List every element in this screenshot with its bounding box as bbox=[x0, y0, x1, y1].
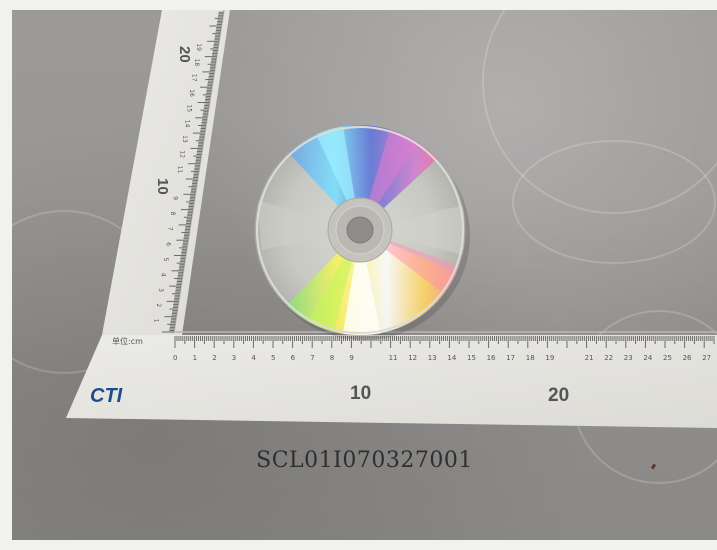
ruler-tick-number: 18 bbox=[193, 59, 200, 67]
cti-logo: CTI bbox=[90, 385, 123, 407]
ruler-tick-number: 13 bbox=[428, 354, 437, 362]
ruler-tick-number: 13 bbox=[181, 135, 188, 143]
sample-code-caption: SCL01I070327001 bbox=[256, 448, 473, 473]
ruler-tick-number: 21 bbox=[585, 354, 594, 362]
ruler-tick-number: 17 bbox=[190, 74, 197, 82]
ruler-tick-number: 9 bbox=[349, 354, 353, 362]
vertical-ruler-label-10: 10 bbox=[154, 178, 171, 195]
horizontal-small-numbers: 0 1 2 3 4 5 6 7 8 9 11 12 13 14 15 16 17 18 19 21 22 23 24 25 26… bbox=[173, 354, 711, 362]
vertical-ruler-label-20: 20 bbox=[176, 46, 193, 63]
product-photo: 0 1 2 3 4 5 6 7 8 9 11 12 13 14 15 16 17 18 19 21 22 23 24 25 26… bbox=[12, 10, 717, 540]
ruler-tick-number: 16 bbox=[188, 89, 195, 97]
ruler-tick-number: 23 bbox=[624, 354, 633, 362]
ruler-tick-number: 15 bbox=[467, 354, 476, 362]
ruler-tick-number: 11 bbox=[176, 166, 183, 174]
ruler-tick-number: 8 bbox=[330, 354, 334, 362]
ruler-tick-number: 12 bbox=[179, 150, 186, 158]
ruler-tick-number: 9 bbox=[171, 196, 178, 200]
ruler-and-disc-graphic: 0 1 2 3 4 5 6 7 8 9 11 12 13 14 15 16 17 18 19 21 22 23 24 25 26… bbox=[66, 10, 717, 428]
vertical-ticks bbox=[162, 11, 224, 333]
ruler-tick-number: 22 bbox=[604, 354, 613, 362]
horizontal-ruler bbox=[66, 335, 717, 428]
vertical-ruler bbox=[102, 10, 230, 335]
ruler-tick-number: 19 bbox=[195, 43, 202, 51]
ruler-tick-number: 24 bbox=[643, 354, 652, 362]
ruler-tick-number: 12 bbox=[408, 354, 417, 362]
ruler-tick-number: 19 bbox=[545, 354, 554, 362]
ruler-tick-number: 25 bbox=[663, 354, 672, 362]
ruler-tick-number: 6 bbox=[164, 242, 171, 246]
ruler-tick-number: 11 bbox=[389, 354, 398, 362]
ruler-tick-number: 18 bbox=[526, 354, 535, 362]
unit-label: 单位:cm bbox=[112, 336, 143, 346]
ruler-tick-number: 6 bbox=[291, 354, 296, 362]
ruler-tick-number: 4 bbox=[160, 273, 167, 277]
ruler-tick-number: 15 bbox=[186, 105, 193, 113]
ruler-label-10: 10 bbox=[350, 383, 371, 404]
ruler-tick-number: 26 bbox=[683, 354, 692, 362]
ruler-tick-number: 1 bbox=[193, 354, 197, 362]
ruler-tick-number: 14 bbox=[447, 354, 456, 362]
ruler-label-20: 20 bbox=[548, 385, 569, 406]
ruler-tick-number: 16 bbox=[487, 354, 496, 362]
cd-disc bbox=[254, 124, 466, 336]
ruler-tick-number: 7 bbox=[310, 354, 314, 362]
horizontal-ticks bbox=[174, 336, 715, 348]
ruler-tick-number: 0 bbox=[173, 354, 177, 362]
ruler-tick-number: 27 bbox=[702, 354, 711, 362]
ruler-tick-number: 1 bbox=[152, 319, 159, 323]
ruler-tick-number: 4 bbox=[251, 354, 256, 362]
ruler-tick-number: 14 bbox=[183, 120, 190, 128]
ruler-tick-number: 5 bbox=[271, 354, 275, 362]
ruler-tick-number: 2 bbox=[155, 303, 162, 307]
ruler-tick-number: 3 bbox=[157, 288, 164, 292]
ruler-tick-number: 5 bbox=[162, 258, 169, 262]
ruler-tick-number: 8 bbox=[169, 212, 176, 216]
ruler-tick-number: 3 bbox=[232, 354, 236, 362]
ruler-tick-number: 7 bbox=[167, 227, 174, 231]
ruler-tick-number: 17 bbox=[506, 354, 515, 362]
ruler-tick-number: 2 bbox=[212, 354, 216, 362]
